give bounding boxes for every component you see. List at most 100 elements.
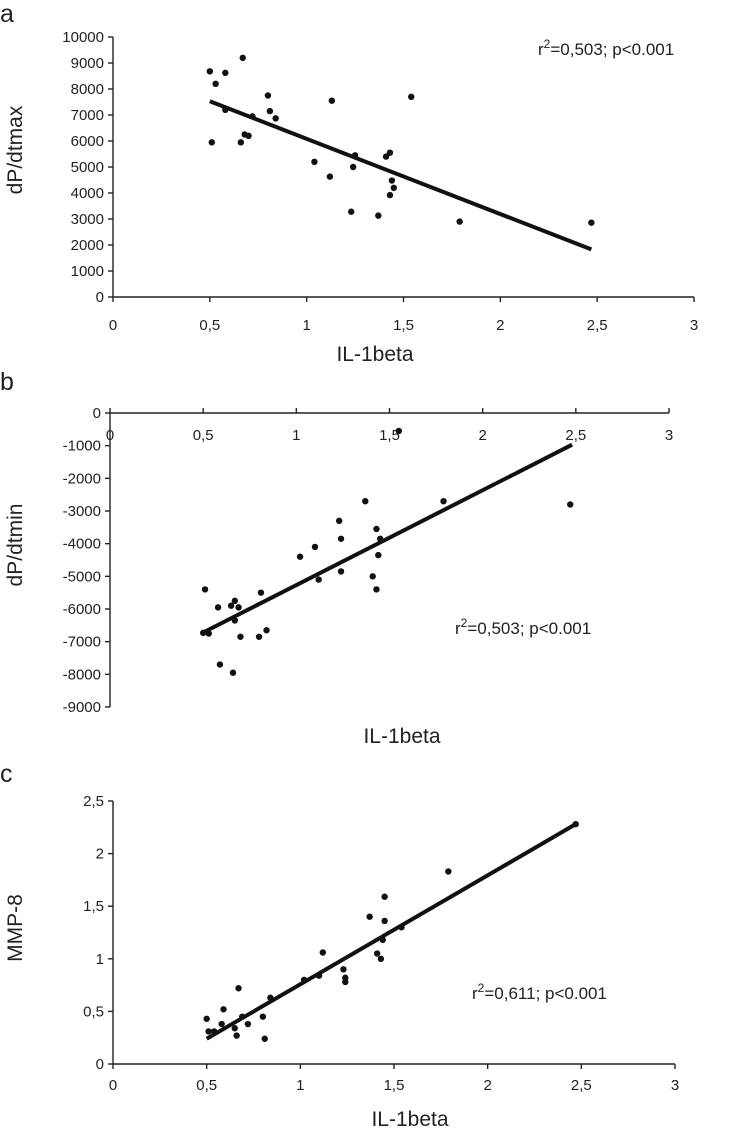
- data-point: [456, 218, 463, 225]
- data-point: [222, 106, 229, 114]
- y-tick-label: -7000: [63, 634, 101, 651]
- data-point: [300, 976, 308, 984]
- data-point: [259, 1013, 267, 1020]
- x-tick-label: 2,5: [565, 427, 586, 444]
- data-point: [261, 1035, 268, 1042]
- data-point: [362, 498, 369, 505]
- x-tick-label: 1,5: [393, 317, 414, 334]
- x-tick-label: 2: [496, 317, 504, 334]
- figure-panels: a010002000300040005000600070008000900010…: [0, 0, 698, 1131]
- data-point: [328, 97, 336, 104]
- data-point: [567, 501, 574, 508]
- data-point: [315, 576, 322, 583]
- data-point: [395, 427, 403, 435]
- data-point: [366, 913, 373, 920]
- data-point: [342, 978, 349, 986]
- data-point: [373, 950, 381, 957]
- y-tick-label: -5000: [63, 568, 101, 585]
- x-tick-label: 1,5: [379, 427, 400, 444]
- data-point: [263, 627, 270, 634]
- data-point: [388, 177, 396, 184]
- data-point: [218, 1020, 225, 1028]
- x-tick-label: 2,5: [571, 1077, 592, 1094]
- data-point: [227, 602, 235, 609]
- y-tick-label: -2000: [63, 470, 101, 487]
- data-point: [381, 893, 388, 900]
- y-tick-label: -9000: [63, 699, 101, 716]
- data-point: [311, 543, 319, 551]
- data-point: [588, 219, 595, 226]
- x-tick-label: 2: [478, 427, 486, 444]
- y-tick-label: 0,5: [83, 1003, 104, 1020]
- data-point: [220, 1006, 227, 1013]
- data-point: [337, 535, 345, 542]
- data-point: [235, 604, 242, 611]
- data-point: [205, 630, 212, 637]
- x-tick-label: 3: [665, 427, 673, 444]
- data-point: [231, 617, 239, 624]
- data-point: [206, 68, 214, 75]
- data-point: [349, 163, 357, 171]
- data-point: [233, 1032, 240, 1039]
- data-point: [381, 917, 388, 925]
- y-tick-label: 9000: [71, 55, 104, 72]
- y-tick-label: 7000: [71, 107, 104, 124]
- y-tick-label: -6000: [63, 601, 101, 618]
- data-point: [214, 604, 222, 611]
- data-point: [199, 629, 207, 637]
- y-tick-label: 0: [96, 289, 104, 306]
- data-point: [249, 113, 256, 120]
- x-axis-label: IL-1beta: [371, 1108, 448, 1131]
- data-point: [235, 985, 242, 992]
- y-tick-label: -3000: [63, 503, 101, 520]
- x-tick-label: 1: [292, 427, 300, 444]
- y-axis-label: dP/dtmax: [4, 105, 27, 194]
- y-tick-label: -1000: [63, 438, 101, 455]
- data-point: [398, 924, 405, 931]
- statistics-annotation: r2=0,503; p<0.001: [455, 616, 591, 638]
- regression-line: [202, 442, 574, 635]
- x-tick-label: 2: [483, 1077, 491, 1094]
- data-point: [205, 1028, 212, 1035]
- y-tick-label: 2,5: [83, 793, 104, 810]
- data-point: [315, 972, 323, 979]
- x-tick-label: 0,5: [193, 427, 214, 444]
- data-point: [231, 597, 239, 605]
- data-point: [201, 586, 209, 593]
- x-tick-label: 0: [109, 1077, 117, 1094]
- x-axis-label: IL-1beta: [363, 725, 440, 748]
- data-point: [379, 936, 386, 944]
- data-point: [408, 93, 415, 101]
- x-tick-label: 3: [690, 317, 698, 334]
- data-point: [373, 525, 380, 533]
- x-tick-label: 0: [109, 317, 117, 334]
- x-tick-label: 0: [106, 427, 114, 444]
- y-tick-label: -8000: [63, 666, 101, 683]
- x-tick-label: 1,5: [384, 1077, 405, 1094]
- x-tick-label: 0,5: [199, 317, 220, 334]
- y-tick-label: 1: [96, 951, 104, 968]
- y-tick-label: 0: [93, 405, 101, 422]
- data-point: [255, 633, 263, 640]
- data-point: [390, 184, 398, 191]
- y-tick-label: 2000: [71, 237, 104, 254]
- regression-line: [209, 99, 593, 252]
- data-point: [229, 669, 237, 676]
- statistics-annotation: r2=0,503; p<0.001: [538, 37, 674, 59]
- y-axis-label: dP/dtmin: [4, 504, 27, 587]
- x-tick-label: 3: [671, 1077, 679, 1094]
- y-tick-label: 1,5: [83, 898, 104, 915]
- data-point: [337, 568, 345, 575]
- data-point: [351, 152, 359, 159]
- data-point: [386, 191, 394, 199]
- y-tick-label: 4000: [71, 185, 104, 202]
- x-tick-label: 1: [296, 1077, 304, 1094]
- data-point: [445, 868, 452, 875]
- data-point: [231, 1025, 238, 1032]
- data-point: [267, 994, 274, 1001]
- data-point: [572, 820, 579, 828]
- panel-letter: c: [0, 760, 13, 788]
- data-point: [373, 586, 380, 593]
- regression-line: [205, 822, 577, 1041]
